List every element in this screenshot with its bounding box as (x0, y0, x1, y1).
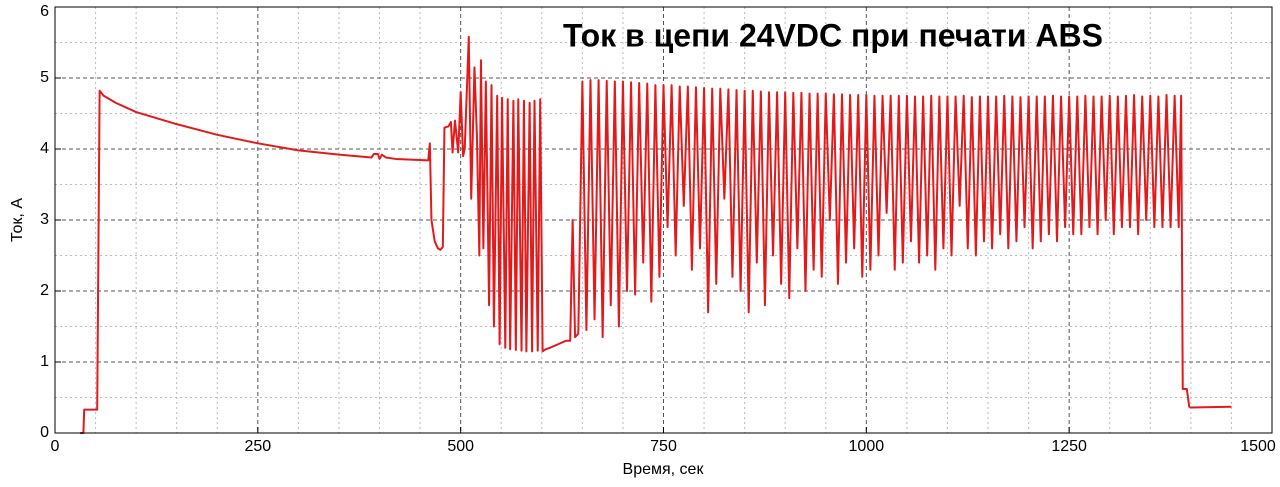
y-tick-label: 3 (40, 211, 49, 228)
x-tick-label: 1250 (1051, 438, 1087, 455)
y-tick-label: 5 (40, 69, 49, 86)
plot (80, 35, 1232, 434)
x-tick-label: 500 (447, 438, 474, 455)
chart-title: Ток в цепи 24VDC при печати ABS (563, 17, 1103, 53)
x-tick-label: 1500 (1240, 438, 1276, 455)
y-tick-label: 0 (40, 424, 49, 441)
x-tick-label: 0 (51, 438, 60, 455)
y-tick-label: 4 (40, 140, 49, 157)
y-tick-label: 6 (40, 3, 49, 20)
x-tick-label: 1000 (849, 438, 885, 455)
y-axis-label: Ток, А (9, 198, 26, 242)
y-tick-label: 2 (40, 282, 49, 299)
y-tick-label: 1 (40, 353, 49, 370)
x-tick-label: 250 (244, 438, 271, 455)
data-line (80, 35, 1232, 434)
x-tick-label: 750 (650, 438, 677, 455)
x-axis-label: Время, сек (623, 461, 705, 478)
plot-frame (54, 6, 1273, 434)
